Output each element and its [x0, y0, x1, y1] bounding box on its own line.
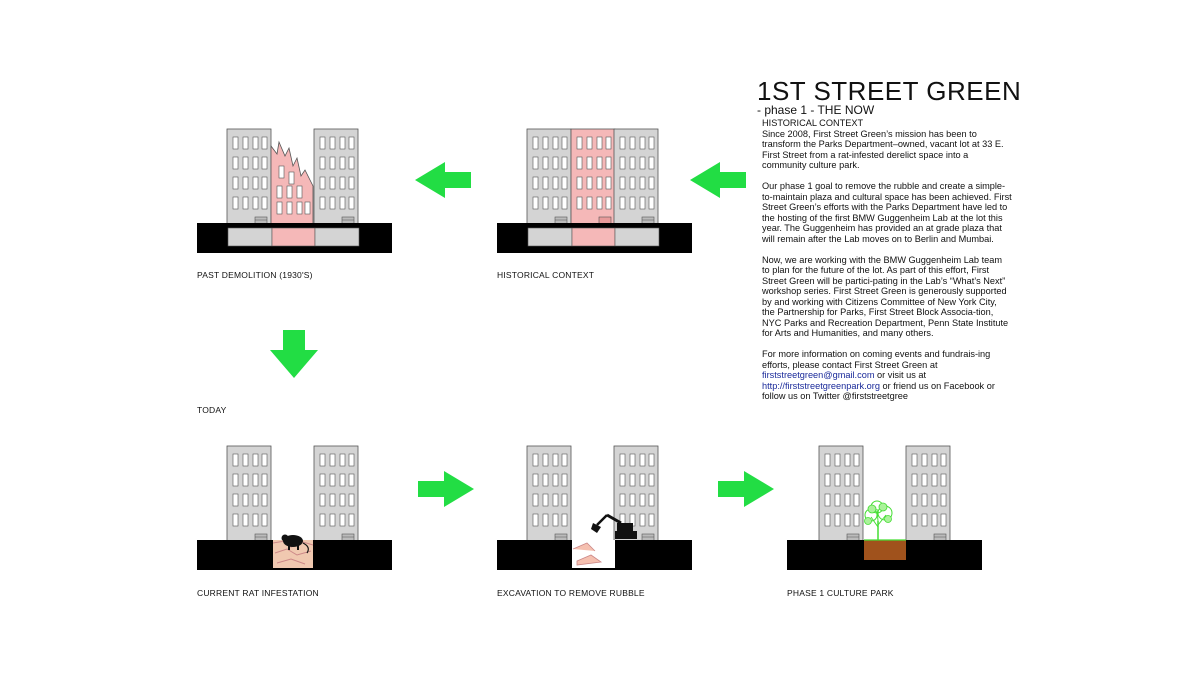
arrow-down-icon: [270, 330, 318, 378]
park-soil: [864, 540, 906, 560]
page-title: 1ST STREET GREEN: [757, 76, 1022, 106]
caption-past-demolition: PAST DEMOLITION (1930'S): [197, 270, 313, 280]
arrow-right-icon: [418, 471, 474, 507]
contact-mid: or visit us at: [874, 370, 927, 380]
caption-excavation: EXCAVATION TO REMOVE RUBBLE: [497, 588, 645, 598]
paragraph: Since 2008, First Street Green’s mission…: [762, 128, 1004, 171]
excavator-icon: [591, 513, 637, 539]
arrow-left-icon: [690, 162, 746, 198]
caption-today: TODAY: [197, 405, 227, 415]
section-heading: HISTORICAL CONTEXT: [762, 118, 864, 128]
arrow-right-icon: [718, 471, 774, 507]
demolished-building: [270, 140, 314, 226]
caption-culture-park: PHASE 1 CULTURE PARK: [787, 588, 894, 598]
contact-intro: For more information on coming events an…: [762, 349, 991, 370]
panel-excavation: [497, 443, 692, 573]
panel-rat-infestation: [197, 443, 392, 573]
panel-historical-context: [497, 126, 692, 256]
paragraph: Our phase 1 goal to remove the rubble an…: [762, 181, 1012, 244]
email-link[interactable]: firststreetgreen@gmail.com: [762, 370, 875, 380]
panel-past-demolition: [197, 126, 392, 256]
description-text: HISTORICAL CONTEXT Since 2008, First Str…: [762, 118, 1012, 412]
panel-culture-park: [787, 443, 982, 573]
contact-paragraph: For more information on coming events an…: [762, 349, 1012, 402]
page-subtitle: - phase 1 - THE NOW: [757, 103, 875, 117]
website-link[interactable]: http://firststreetgreenpark.org: [762, 380, 880, 391]
caption-historical-context: HISTORICAL CONTEXT: [497, 270, 595, 280]
caption-rat-infestation: CURRENT RAT INFESTATION: [197, 588, 319, 598]
contact-end: or friend us on Facebook or follow us on…: [762, 380, 995, 402]
tree-icon: [864, 500, 893, 540]
arrow-left-icon: [415, 162, 471, 198]
paragraph: Now, we are working with the BMW Guggenh…: [762, 254, 1009, 339]
rat-icon: [281, 534, 309, 554]
